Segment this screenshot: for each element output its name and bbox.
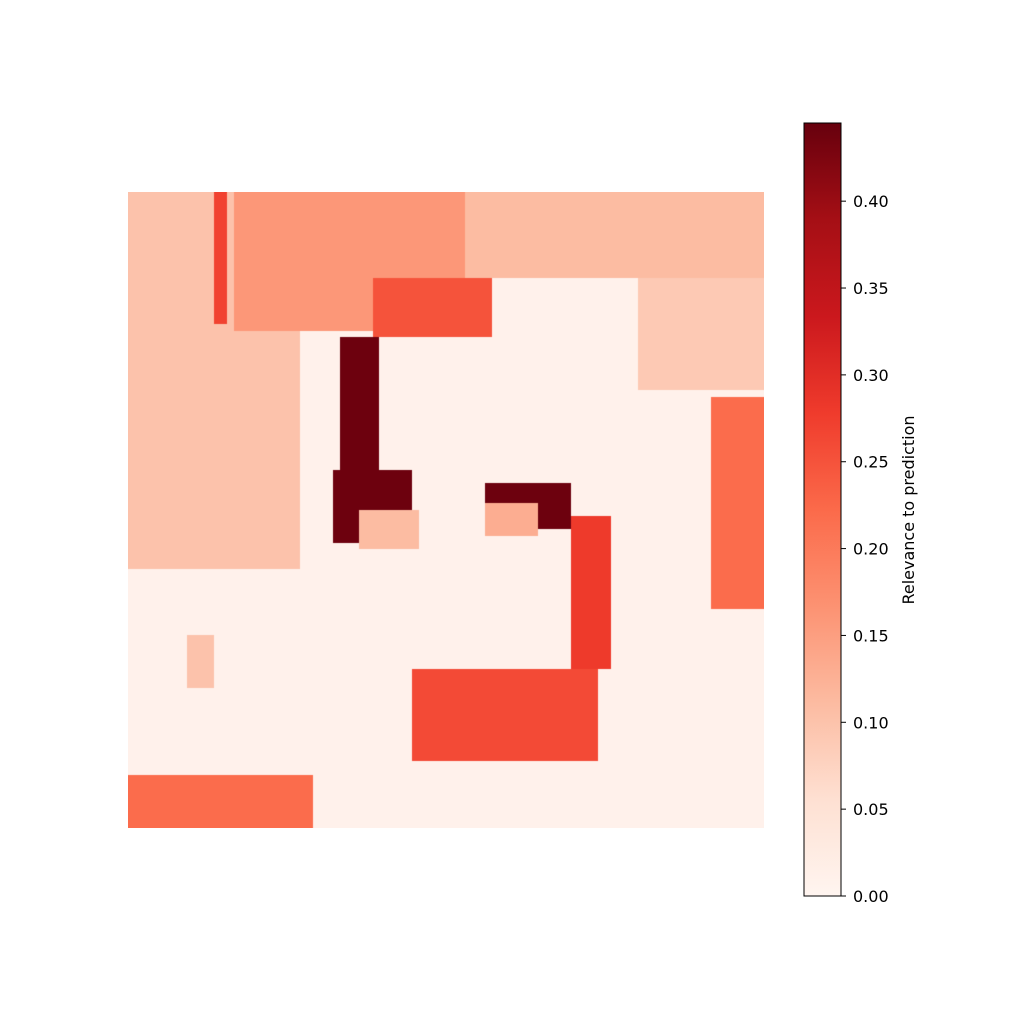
colorbar-tick-label: 0.35 — [853, 279, 889, 298]
colorbar-gradient — [804, 123, 841, 896]
colorbar-tick-label: 0.00 — [853, 887, 889, 906]
colorbar-tick-label: 0.15 — [853, 626, 889, 645]
colorbar-tick-label: 0.25 — [853, 453, 889, 472]
colorbar-tick-label: 0.10 — [853, 713, 889, 732]
relevance-heatmap — [128, 192, 764, 828]
colorbar-tick-label: 0.20 — [853, 540, 889, 559]
colorbar-label: Relevance to prediction — [899, 415, 918, 604]
colorbar-tick-label: 0.05 — [853, 800, 889, 819]
colorbar-ticks: 0.00 0.05 0.10 0.15 0.20 0.25 0.30 0.35 0.40 — [841, 192, 889, 906]
colorbar-tick-label: 0.30 — [853, 366, 889, 385]
colorbar-tick-label: 0.40 — [853, 192, 889, 211]
